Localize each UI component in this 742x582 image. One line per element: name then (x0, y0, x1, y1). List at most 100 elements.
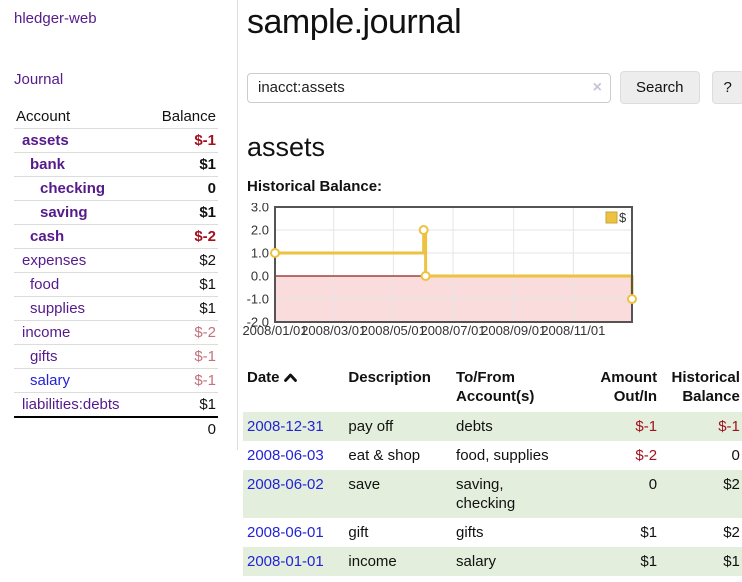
data-point-marker (627, 294, 637, 305)
account-balance: 0 (207, 180, 216, 197)
register-amount-cell: $-1 (635, 418, 658, 436)
register-date-link[interactable]: 2008-12-31 (247, 418, 324, 436)
account-balance: $1 (199, 204, 216, 221)
register-description-cell: income (348, 553, 397, 571)
register-amount-cell: $-2 (635, 447, 658, 465)
account-balance: $1 (199, 156, 216, 173)
register-date-cell: 2008-06-03 (243, 441, 344, 470)
register-amount-cell: 0 (648, 476, 658, 494)
x-axis-tick-label: 2008/03/01 (301, 323, 366, 338)
account-name-cell: assets (14, 129, 146, 153)
register-accounts-cell: debts (456, 418, 493, 436)
register-body: 2008-12-31 pay off debts $-1 $-1 2008-06-03 ea… (243, 412, 742, 577)
account-balance: $1 (199, 300, 216, 317)
register-date-link[interactable]: 2008-06-01 (247, 524, 324, 542)
historical-balance-chart: $3.0 2.0 1.0 0.0 -1.0 -2.02008/01/012008/03/0… (242, 203, 637, 338)
sidebar-account-link[interactable]: cash (30, 228, 65, 245)
account-name-cell: salary (14, 369, 146, 393)
x-axis-tick-label: 2008/05/01 (361, 323, 426, 338)
account-row: liabilities:debts $1 (14, 392, 218, 418)
account-tree-body: assets $-1 bank $1 checking 0 saving $1 cash $-2 e… (14, 128, 218, 418)
sidebar-account-link[interactable]: expenses (22, 252, 87, 269)
account-row: salary $-1 (14, 368, 218, 393)
sidebar-item-journal[interactable]: Journal (14, 71, 64, 88)
date-column-header[interactable]: Date (243, 363, 344, 412)
account-balance: $-2 (194, 324, 216, 341)
account-name-cell: saving (14, 201, 146, 225)
register-balance-cell: $1 (723, 553, 740, 571)
register-accounts-cell: saving, checking (456, 476, 516, 513)
chart-title: Historical Balance: (247, 178, 383, 196)
register-accounts-cell: gifts (456, 524, 484, 542)
account-balance: $2 (199, 252, 216, 269)
account-row: supplies $1 (14, 296, 218, 321)
register-amount-cell: $1 (640, 553, 658, 571)
register-description-cell: save (348, 476, 381, 494)
account-row: income $-2 (14, 320, 218, 345)
search-input[interactable] (247, 72, 611, 103)
y-axis-tick-label: 3.0 (251, 203, 269, 215)
sidebar-account-link[interactable]: assets (22, 132, 69, 149)
y-axis-tick-label: 1.0 (251, 246, 269, 261)
brand-link[interactable]: hledger-web (14, 10, 97, 27)
y-axis-tick-label: -2.0 (247, 315, 269, 330)
account-heading: assets (247, 132, 326, 163)
x-axis-tick-label: 2008/11/01 (541, 323, 605, 338)
sidebar-account-link[interactable]: checking (40, 180, 106, 197)
register-date-cell: 2008-12-31 (243, 412, 344, 441)
account-tree-table: Account Balance assets $-1 bank $1 checking 0… (14, 105, 218, 441)
account-name-cell: checking (14, 177, 146, 201)
sidebar-account-link[interactable]: liabilities:debts (22, 396, 120, 413)
account-balance: $-2 (194, 228, 216, 245)
search-help-button[interactable]: ? (711, 71, 742, 105)
total-label-cell (14, 417, 146, 441)
register-date-cell: 2008-06-02 (243, 470, 344, 518)
sidebar-account-link[interactable]: saving (40, 204, 88, 221)
account-balance: $1 (199, 396, 216, 413)
register-balance-cell: $2 (723, 524, 740, 542)
accounts-column-header: To/From Account(s) (456, 369, 535, 406)
account-name-cell: income (14, 321, 146, 345)
register-date-cell: 2008-06-01 (243, 518, 344, 547)
register-row: 2008-06-03 eat & shop food, supplies $-2 0 (243, 441, 742, 470)
register-row: 2008-12-31 pay off debts $-1 $-1 (243, 412, 742, 442)
account-name-cell: liabilities:debts (14, 393, 146, 418)
account-row: checking 0 (14, 176, 218, 201)
account-row: food $1 (14, 272, 218, 297)
register-date-link[interactable]: 2008-06-03 (247, 447, 324, 465)
page-title: sample.journal (247, 3, 462, 41)
balance-column-header-main: Historical Balance (671, 369, 740, 406)
account-row: assets $-1 (14, 128, 218, 153)
sidebar-account-link[interactable]: food (30, 276, 60, 293)
search-button[interactable]: Search (620, 71, 700, 105)
clear-search-icon[interactable]: × (592, 78, 602, 96)
register-row: 2008-01-01 income salary $1 $1 (243, 547, 742, 577)
search-form: × Search ? (247, 71, 742, 105)
x-axis-tick-label: 2008/01/01 (242, 323, 307, 338)
register-description-cell: gift (348, 524, 369, 542)
sidebar-account-link[interactable]: gifts (30, 348, 58, 365)
register-date-link[interactable]: 2008-01-01 (247, 553, 324, 571)
account-total-row: 0 (14, 417, 218, 441)
sidebar-account-link[interactable]: salary (30, 372, 71, 389)
data-point-marker (270, 248, 280, 259)
x-axis-tick-label: 2008/09/01 (481, 323, 546, 338)
register-description-cell: eat & shop (348, 447, 421, 465)
x-axis-tick-label: 2008/07/01 (420, 323, 485, 338)
sidebar-account-link[interactable]: income (22, 324, 71, 341)
y-axis-tick-label: 2.0 (251, 223, 269, 238)
account-row: saving $1 (14, 200, 218, 225)
data-point-marker (420, 271, 431, 282)
account-name-cell: cash (14, 225, 146, 249)
amount-column-header: Amount Out/In (600, 369, 658, 406)
account-name-cell: gifts (14, 345, 146, 369)
legend-label: $ (619, 210, 627, 225)
register-accounts-cell: salary (456, 553, 497, 571)
account-balance: $1 (199, 276, 216, 293)
sidebar-account-link[interactable]: supplies (30, 300, 86, 317)
register-description-cell: pay off (348, 418, 394, 436)
register-date-link[interactable]: 2008-06-02 (247, 476, 324, 494)
account-column-header: Account (16, 108, 71, 125)
sidebar-account-link[interactable]: bank (30, 156, 66, 173)
legend-swatch (605, 211, 618, 224)
